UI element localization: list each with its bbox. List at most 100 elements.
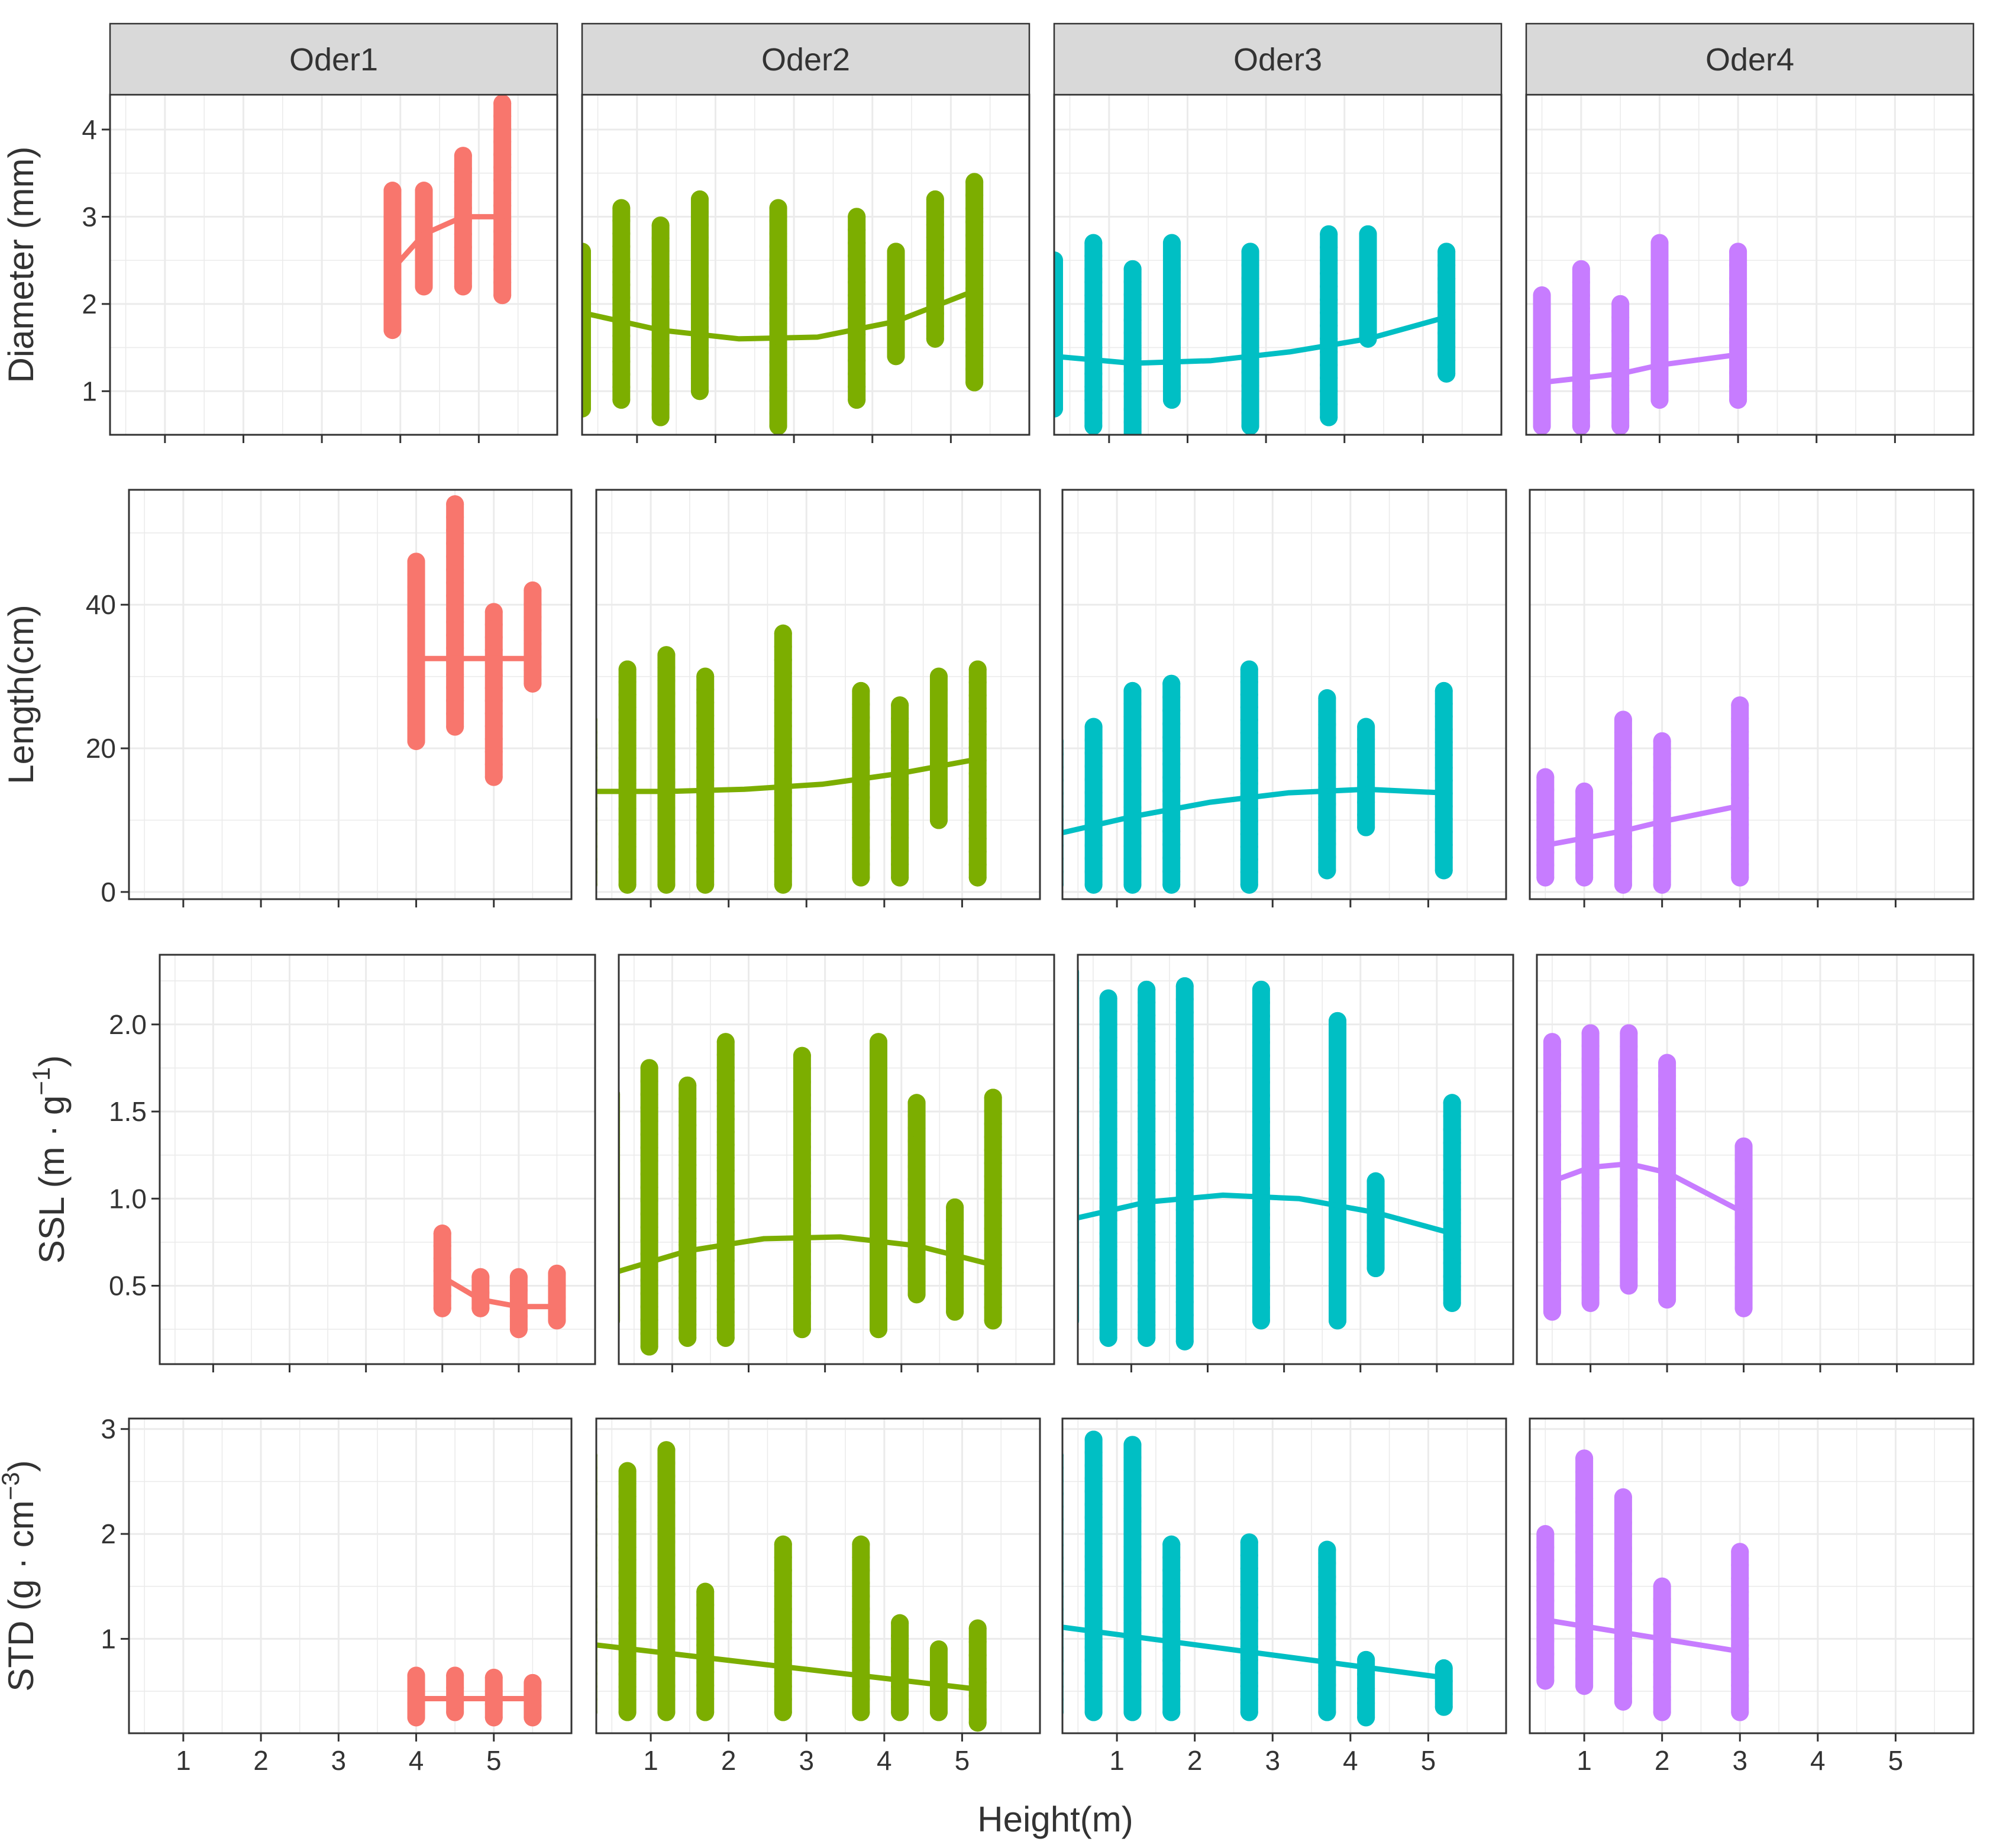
data-point (965, 253, 984, 272)
data-point (618, 1462, 637, 1480)
data-point (1581, 1140, 1600, 1158)
data-point (1435, 759, 1453, 777)
data-point (484, 717, 503, 735)
data-point (793, 1059, 811, 1078)
x-tick-label: 2 (253, 1745, 269, 1776)
data-point (1443, 1294, 1461, 1312)
data-point (493, 184, 512, 202)
data-point (1437, 351, 1456, 369)
data-points (596, 624, 987, 894)
data-point (774, 836, 792, 854)
data-point (1240, 673, 1258, 691)
data-point (1240, 1624, 1258, 1643)
data-point (1099, 1172, 1117, 1190)
data-point (870, 1242, 888, 1260)
data-point (484, 768, 503, 786)
data-point (471, 1299, 490, 1317)
panel-background (1537, 955, 1973, 1364)
data-point (793, 1281, 811, 1300)
data-point (446, 560, 464, 579)
data-point (793, 1099, 811, 1117)
data-point (1543, 1303, 1561, 1321)
data-point (1366, 1172, 1385, 1190)
data-point (793, 1085, 811, 1104)
data-point (1241, 363, 1259, 382)
data-point (1731, 776, 1749, 794)
data-point (696, 875, 715, 894)
data-point (716, 1329, 735, 1347)
data-point (1099, 1290, 1117, 1308)
data-point (1099, 1015, 1117, 1033)
data-point (1240, 686, 1258, 704)
data-point (1252, 1007, 1270, 1025)
data-point (1581, 1114, 1600, 1132)
data-point (1650, 312, 1669, 331)
data-point (1099, 1055, 1117, 1073)
data-point (657, 1454, 676, 1472)
data-point (696, 771, 715, 790)
data-point (657, 1559, 676, 1577)
data-point (1318, 1689, 1336, 1708)
data-point (1536, 856, 1555, 874)
data-point (618, 660, 637, 679)
data-point (1543, 1187, 1561, 1206)
data-point (1123, 362, 1142, 380)
data-point (1435, 733, 1453, 751)
data-point (1138, 1316, 1156, 1335)
data-point (1357, 806, 1375, 824)
data-point (383, 270, 402, 289)
data-point (657, 735, 676, 754)
data-point (1320, 408, 1338, 427)
data-point (848, 273, 866, 291)
data-point (1614, 1552, 1632, 1571)
data-point (1138, 1264, 1156, 1282)
data-point (1575, 1663, 1594, 1682)
data-point (793, 1216, 811, 1234)
x-tick-label: 1 (176, 1745, 191, 1776)
data-point (984, 1141, 1002, 1159)
data-point (582, 295, 591, 313)
data-point (870, 1307, 888, 1326)
data-point (848, 338, 866, 357)
data-point (1359, 238, 1377, 257)
data-point (696, 1663, 715, 1681)
data-point (968, 1660, 987, 1678)
data-point (716, 1084, 735, 1103)
panel-diameter-oder1: 1 2 3 4 (82, 93, 558, 443)
data-point (1357, 730, 1375, 748)
panel-border (1061, 1417, 1507, 1734)
data-point (926, 215, 944, 234)
data-point (1543, 1290, 1561, 1308)
y-tick-label: 1 (101, 1623, 116, 1654)
data-point (640, 1337, 658, 1356)
data-point (1241, 283, 1259, 301)
data-point (1123, 850, 1142, 868)
data-point (1357, 755, 1375, 774)
data-point (1252, 1033, 1270, 1052)
data-point (640, 1271, 658, 1290)
data-point (446, 547, 464, 566)
data-point (965, 306, 984, 325)
data-point (870, 1151, 888, 1168)
data-point (454, 173, 472, 191)
data-point (1614, 1488, 1632, 1506)
data-point (1123, 1691, 1142, 1708)
data-point (415, 264, 433, 282)
panel-std-oder4: 1 2 3 4 5 (1529, 1417, 1975, 1776)
data-point (769, 263, 787, 282)
data-point (984, 1311, 1002, 1330)
data-point (1084, 1534, 1103, 1553)
data-point (493, 107, 512, 125)
data-point (1084, 1638, 1103, 1656)
data-point (484, 603, 503, 621)
data-point (1614, 875, 1632, 894)
data-point (946, 1198, 964, 1216)
data-point (769, 379, 787, 397)
data-point (1138, 993, 1156, 1012)
data-point (891, 749, 909, 767)
data-point (716, 1303, 735, 1322)
data-point (1575, 1463, 1594, 1481)
x-tick-label: 1 (1109, 1745, 1125, 1776)
data-point (852, 802, 870, 820)
data-point (929, 746, 948, 764)
